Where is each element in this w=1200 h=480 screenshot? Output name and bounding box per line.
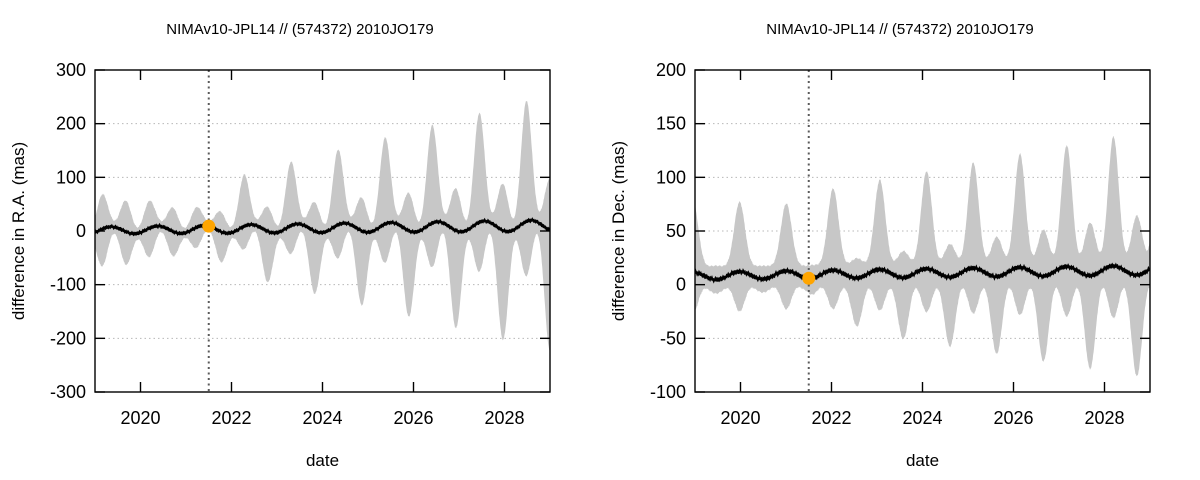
ra-difference-panel: 2020 2022 2024 2026 2028 300 200 100 0 -100 -200 -3… [9, 21, 551, 470]
y-tick-label: -100 [650, 382, 686, 402]
x-tick-label: 2022 [211, 408, 251, 428]
x-tick-label: 2022 [811, 408, 851, 428]
x-tick-label: 2026 [393, 408, 433, 428]
y-tick-label: -300 [50, 382, 86, 402]
y-tick-label: 0 [676, 275, 686, 295]
panel-title: NIMAv10-JPL14 // (574372) 2010JO179 [166, 21, 433, 38]
y-tick-label: 200 [56, 114, 86, 134]
difference-line [95, 217, 550, 237]
y-axis-label: difference in R.A. (mas) [9, 142, 28, 320]
y-tick-label: -100 [50, 275, 86, 295]
x-tick-label: 2026 [993, 408, 1033, 428]
y-axis-label: difference in Dec. (mas) [609, 141, 628, 321]
x-tick-label: 2024 [302, 408, 342, 428]
panel-title: NIMAv10-JPL14 // (574372) 2010JO179 [766, 21, 1033, 38]
x-tick-label: 2020 [120, 408, 160, 428]
y-tick-label: -50 [660, 328, 686, 348]
x-tick-label: 2028 [484, 408, 524, 428]
x-axis-label: date [906, 451, 939, 470]
y-tick-label: 200 [656, 60, 686, 80]
y-tick-label: 100 [656, 167, 686, 187]
y-tick-label: 0 [76, 221, 86, 241]
y-tick-label: -200 [50, 328, 86, 348]
uncertainty-envelope [695, 136, 1150, 377]
epoch-marker [802, 271, 816, 285]
uncertainty-envelope [95, 101, 550, 352]
y-tick-label: 50 [666, 221, 686, 241]
dec-difference-panel: 2020 2022 2024 2026 2028 200 150 100 50 0 -50 -100 N… [609, 21, 1151, 470]
x-tick-label: 2024 [902, 408, 942, 428]
x-tick-label: 2020 [720, 408, 760, 428]
y-tick-label: 100 [56, 167, 86, 187]
y-tick-label: 300 [56, 60, 86, 80]
epoch-marker [202, 219, 216, 233]
x-tick-label: 2028 [1084, 408, 1124, 428]
x-axis-label: date [306, 451, 339, 470]
y-tick-label: 150 [656, 114, 686, 134]
difference-line [695, 262, 1150, 284]
